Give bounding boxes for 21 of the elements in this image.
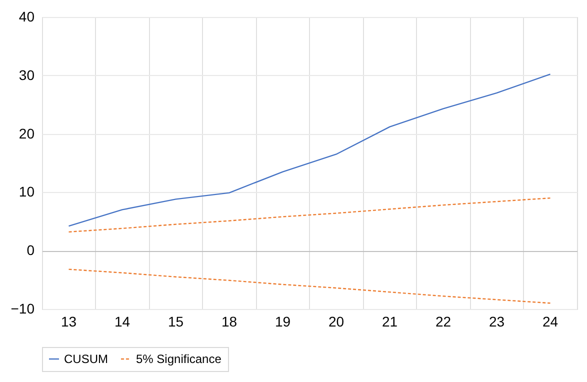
line-series xyxy=(68,268,551,304)
legend-label: 5% Significance xyxy=(136,352,222,366)
x-tick-label: 13 xyxy=(60,314,77,330)
x-tick-label: 19 xyxy=(274,314,291,330)
x-tick-label: 24 xyxy=(542,314,558,330)
y-tick-label: −10 xyxy=(10,300,35,316)
line-series xyxy=(68,197,551,233)
x-tick-label: 14 xyxy=(114,314,130,330)
y-tick-label: 20 xyxy=(18,125,35,142)
line-series xyxy=(68,74,551,227)
x-tick-label: 15 xyxy=(168,314,184,330)
y-tick-label: 30 xyxy=(18,66,35,83)
y-tick-label: 10 xyxy=(18,184,35,200)
legend-label: CUSUM xyxy=(64,352,108,366)
x-tick-label: 21 xyxy=(382,314,398,330)
x-tick-label: 22 xyxy=(435,314,452,330)
x-tick-label: 20 xyxy=(328,314,344,330)
x-tick-label: 18 xyxy=(221,314,238,330)
x-tick-label: 23 xyxy=(488,314,505,330)
y-tick-label: 40 xyxy=(18,8,35,24)
y-tick-label: 0 xyxy=(26,242,35,258)
